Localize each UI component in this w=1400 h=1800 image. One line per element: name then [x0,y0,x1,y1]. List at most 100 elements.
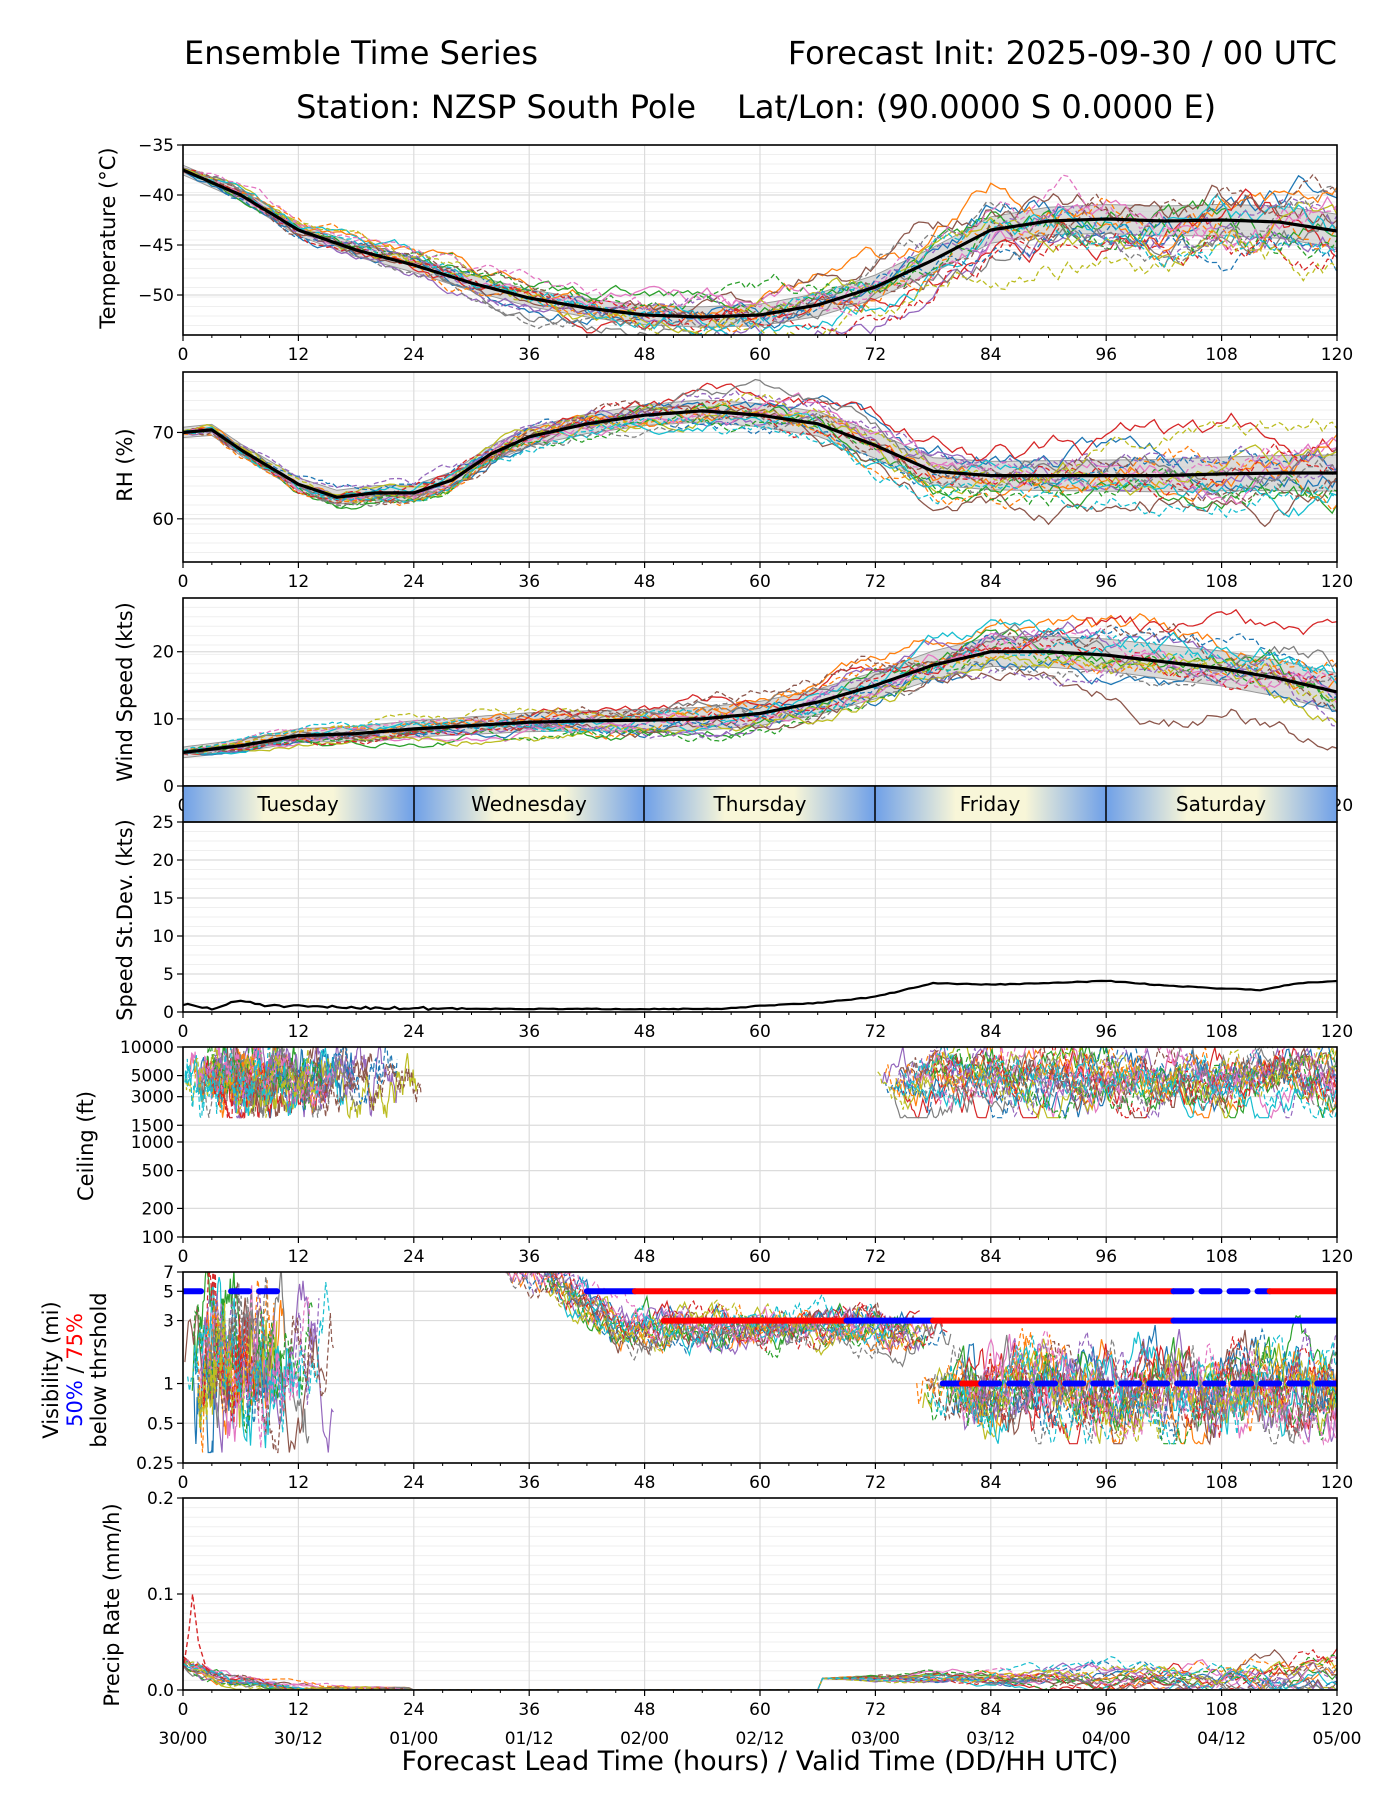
x-tick-label: 120 [1321,345,1353,365]
y-tick-label: 10 [152,927,174,947]
axes-frame [182,1271,1338,1464]
ceiling-member-line [928,1047,1337,1119]
member-line [183,641,1337,754]
ensemble-mean-line [183,650,1337,754]
axes-frame [182,1046,1338,1238]
visibility-member-line [930,1334,1337,1445]
x-tick-label: 48 [634,572,656,592]
valid-time-label: 30/12 [274,1729,323,1749]
member-line [183,417,1337,519]
visibility-member-line [197,1279,275,1453]
x-tick-label: 60 [749,1247,771,1267]
ceiling-member-line [185,1047,317,1118]
x-tick-label: 96 [1095,1473,1117,1493]
y-tick-label: 70 [152,423,174,443]
valid-time-label: 02/00 [620,1729,669,1749]
x-tick-label: 36 [518,1022,540,1042]
visibility-plot [183,1272,1337,1454]
visibility-member-line [954,1327,1337,1440]
y-tick-label: −40 [138,186,174,206]
rh-plot [183,378,1337,528]
x-tick-label: 24 [403,1022,425,1042]
valid-time-labels: 30/00 30/12 01/00 01/12 02/00 02/12 03/00 03/12… [159,1729,1362,1749]
x-tick-label: 108 [1205,1700,1237,1720]
precip-ylabel: Precip Rate (mm/h) [100,1503,124,1706]
member-line [183,652,1337,755]
x-tick-label: 96 [1095,1700,1117,1720]
precip-peak-line [183,1593,208,1672]
visibility-member-line [500,1272,920,1352]
x-tick-label: 12 [288,1022,310,1042]
member-line [183,414,1337,509]
figure-title-right: Forecast Init: 2025-09-30 / 00 UTC [788,34,1337,72]
wind-ylabel: Wind Speed (kts) [113,602,137,782]
day-label-wednesday: Wednesday [471,792,587,816]
visibility-member-line [965,1346,1337,1444]
x-tick-label: 120 [1321,1700,1353,1720]
x-tick-label: 120 [1321,1022,1353,1042]
x-tick-label: 84 [980,1473,1002,1493]
x-tick-label: 108 [1205,572,1237,592]
x-tick-label: 24 [403,345,425,365]
x-tick-label: 72 [865,572,887,592]
speed-stdev-panel: Speed St.Dev. (kts) 0 5 10 15 20 25 0 12 24 36 48 6… [113,813,1353,1042]
wind-panel: Wind Speed (kts) 01020012243648607284961… [113,597,1353,816]
valid-time-label: 04/12 [1197,1729,1246,1749]
x-tick-label: 36 [518,345,540,365]
y-tick-label: 100 [142,1228,174,1248]
x-tick-label: 12 [288,1700,310,1720]
x-tick-label: 96 [1095,345,1117,365]
axes-frame [182,821,1338,1013]
valid-time-label: 02/12 [736,1729,785,1749]
x-tick-label: 24 [403,572,425,592]
member-line [183,167,1337,331]
x-tick-label: 108 [1205,1022,1237,1042]
x-tick-label: 48 [634,1022,656,1042]
stdev-plot [183,979,1337,1011]
visibility-member-line [932,1339,1337,1445]
visibility-panel: Visibility (mi) 50% / 75% below thrshold… [39,1263,1353,1493]
p75-label: 75% [63,1313,87,1360]
member-line [183,411,1337,492]
member-line [183,636,1337,756]
y-tick-label: 20 [152,851,174,871]
y-tick-label: 0.1 [147,1585,174,1605]
y-tick-label: 7 [163,1263,174,1283]
x-tick-label: 24 [403,1700,425,1720]
y-tick-label: 1500 [131,1116,174,1136]
ceiling-member-line [930,1047,1337,1119]
y-tick-label: 20 [152,643,174,663]
x-tick-label: 108 [1205,1473,1237,1493]
member-line [183,168,1337,335]
visibility-percent-label: 50% / 75% [63,1313,87,1427]
temperature-panel: Temperature (°C) −35 −40 −45 −50 0 12 24 36 48 60… [96,136,1353,365]
visibility-member-line [187,1282,330,1433]
x-tick-label: 24 [403,1473,425,1493]
member-line [183,619,1337,755]
ceiling-member-line [902,1047,1337,1119]
valid-time-label: 01/00 [389,1729,438,1749]
precip-member-line [183,1654,1337,1690]
x-tick-label: 60 [749,1022,771,1042]
visibility-member-line [550,1272,949,1352]
member-line [183,412,1337,518]
valid-time-label: 01/12 [505,1729,554,1749]
ceiling-member-line [877,1047,1337,1110]
x-tick-label: 12 [288,345,310,365]
x-tick-label: 0 [178,1700,189,1720]
precip-member-line [183,1660,1337,1690]
x-tick-label: 0 [178,345,189,365]
wind-plot [183,608,1337,759]
day-label-tuesday: Tuesday [256,792,339,816]
x-tick-label: 120 [1321,572,1353,592]
x-axis-label: Forecast Lead Time (hours) / Valid Time … [402,1746,1119,1777]
visibility-member-line [549,1281,932,1353]
member-line [183,628,1337,754]
ceiling-plot [184,1047,1337,1121]
x-tick-label: 72 [865,1700,887,1720]
member-line [183,655,1337,752]
y-tick-label: 25 [152,813,174,833]
precip-member-line [183,1658,1337,1690]
speed-stdev-ylabel: Speed St.Dev. (kts) [113,819,137,1021]
